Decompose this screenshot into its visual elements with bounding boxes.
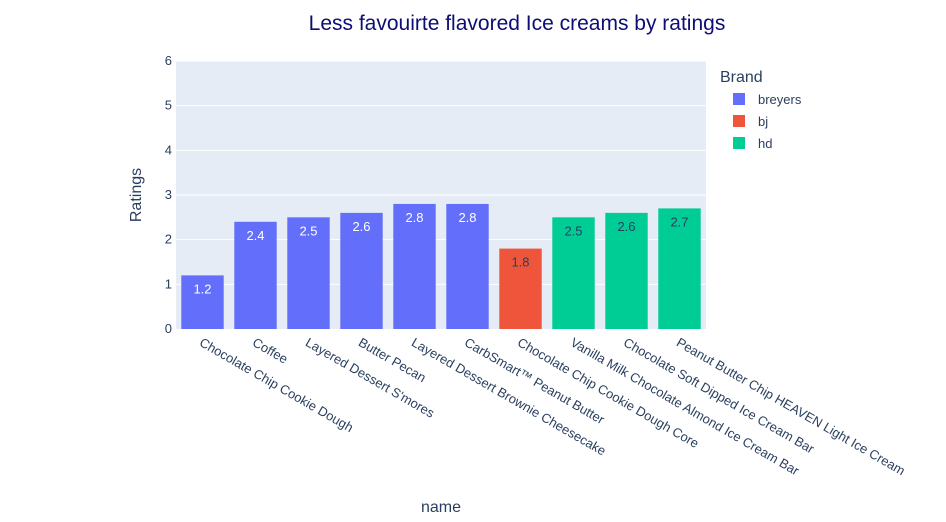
bar-value-label: 2.6 xyxy=(352,219,370,234)
y-tick-label: 3 xyxy=(165,187,172,202)
bar-breyers[interactable] xyxy=(181,275,224,329)
bars xyxy=(181,203,701,329)
bar-value-label: 2.8 xyxy=(458,210,476,225)
bar-bj[interactable] xyxy=(499,248,542,329)
y-tick-label: 1 xyxy=(165,276,172,291)
legend-label: breyers xyxy=(758,92,802,107)
legend-item-hd[interactable]: hd xyxy=(733,136,772,151)
bar-value-label: 1.2 xyxy=(193,281,211,296)
legend-item-breyers[interactable]: breyers xyxy=(733,92,802,107)
bar-breyers[interactable] xyxy=(287,217,330,329)
chart-title: Less favouirte flavored Ice creams by ra… xyxy=(309,12,726,35)
x-tick-label: Peanut Butter Chip HEAVEN Light Ice Crea… xyxy=(674,335,908,479)
y-axis-title: Ratings xyxy=(128,168,145,222)
y-tick-label: 5 xyxy=(165,98,172,113)
x-tick-label: Vanilla Milk Chocolate Almond Ice Cream … xyxy=(568,335,802,479)
legend-title: Brand xyxy=(720,69,763,86)
legend-item-bj[interactable]: bj xyxy=(733,114,768,129)
legend-label: bj xyxy=(758,114,768,129)
bar-labels: 1.2 2.4 2.5 2.6 2.8 2.8 1.8 2.5 2.6 2.7 xyxy=(193,210,688,296)
y-axis-ticks: 0 1 2 3 4 5 6 xyxy=(165,53,172,336)
bar-value-label: 1.8 xyxy=(511,255,529,270)
bar-value-label: 2.7 xyxy=(670,214,688,229)
bar-hd[interactable] xyxy=(552,217,595,329)
legend-label: hd xyxy=(758,136,772,151)
y-tick-label: 0 xyxy=(165,321,172,336)
bar-value-label: 2.5 xyxy=(564,223,582,238)
legend-swatch xyxy=(733,93,745,105)
x-axis-title: name xyxy=(421,499,461,516)
bar-value-label: 2.6 xyxy=(617,219,635,234)
bar-breyers[interactable] xyxy=(340,212,383,329)
bar-value-label: 2.4 xyxy=(246,228,264,243)
legend-swatch xyxy=(733,115,745,127)
bar-hd[interactable] xyxy=(658,208,701,329)
bar-value-label: 2.8 xyxy=(405,210,423,225)
bar-breyers[interactable] xyxy=(234,221,277,329)
bar-breyers[interactable] xyxy=(446,203,489,329)
y-tick-label: 4 xyxy=(165,142,172,157)
bar-breyers[interactable] xyxy=(393,203,436,329)
y-tick-label: 6 xyxy=(165,53,172,68)
bar-value-label: 2.5 xyxy=(299,223,317,238)
x-tick-label: Coffee xyxy=(250,335,290,367)
bar-hd[interactable] xyxy=(605,212,648,329)
legend-swatch xyxy=(733,137,745,149)
y-tick-label: 2 xyxy=(165,232,172,247)
legend[interactable]: Brand breyers bj hd xyxy=(720,69,802,151)
